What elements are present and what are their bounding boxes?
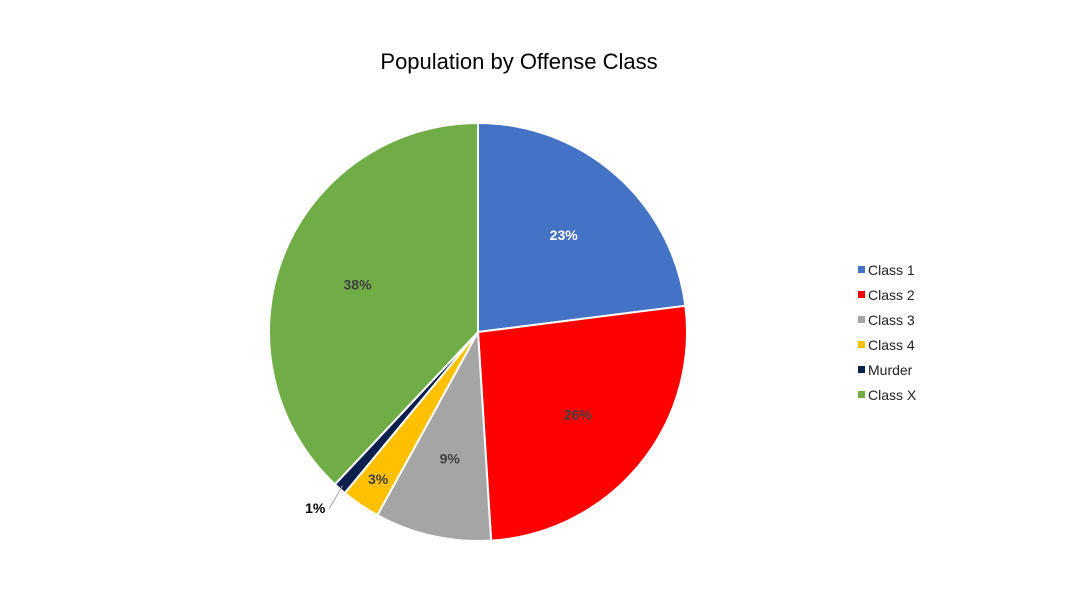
slice-label-class-3: 9% — [440, 450, 461, 466]
legend-label-murder: Murder — [868, 362, 913, 378]
pie-slice-class-x — [268, 121, 479, 486]
leader-line-murder — [328, 485, 343, 510]
pie-slice-class-3 — [375, 328, 493, 542]
pie-slice-class-2 — [476, 304, 688, 542]
legend-label-class-x: Class X — [868, 387, 917, 403]
pie-slice-labels: 23% 26% 9% 3% 1% 38% — [305, 227, 592, 516]
legend: Class 1 Class 2 Class 3 Class 4 Murder Class … — [858, 262, 917, 403]
chart-title: Population by Offense Class — [380, 49, 657, 74]
legend-swatch-class-4 — [858, 341, 865, 348]
slice-label-class-1: 23% — [550, 227, 579, 243]
legend-swatch-class-1 — [858, 266, 865, 273]
legend-label-class-3: Class 3 — [868, 312, 915, 328]
slice-label-class-x: 38% — [344, 276, 373, 292]
legend-label-class-4: Class 4 — [868, 337, 915, 353]
slice-label-class-2: 26% — [564, 407, 593, 423]
legend-swatch-class-2 — [858, 291, 865, 298]
slice-label-murder: 1% — [305, 500, 326, 516]
legend-label-class-2: Class 2 — [868, 287, 915, 303]
legend-label-class-1: Class 1 — [868, 262, 915, 278]
pie-slices — [268, 121, 688, 542]
legend-swatch-class-x — [858, 391, 865, 398]
legend-swatch-murder — [858, 366, 865, 373]
pie-slice-class-1 — [477, 121, 687, 334]
slice-label-class-4: 3% — [368, 471, 389, 487]
legend-swatch-class-3 — [858, 316, 865, 323]
